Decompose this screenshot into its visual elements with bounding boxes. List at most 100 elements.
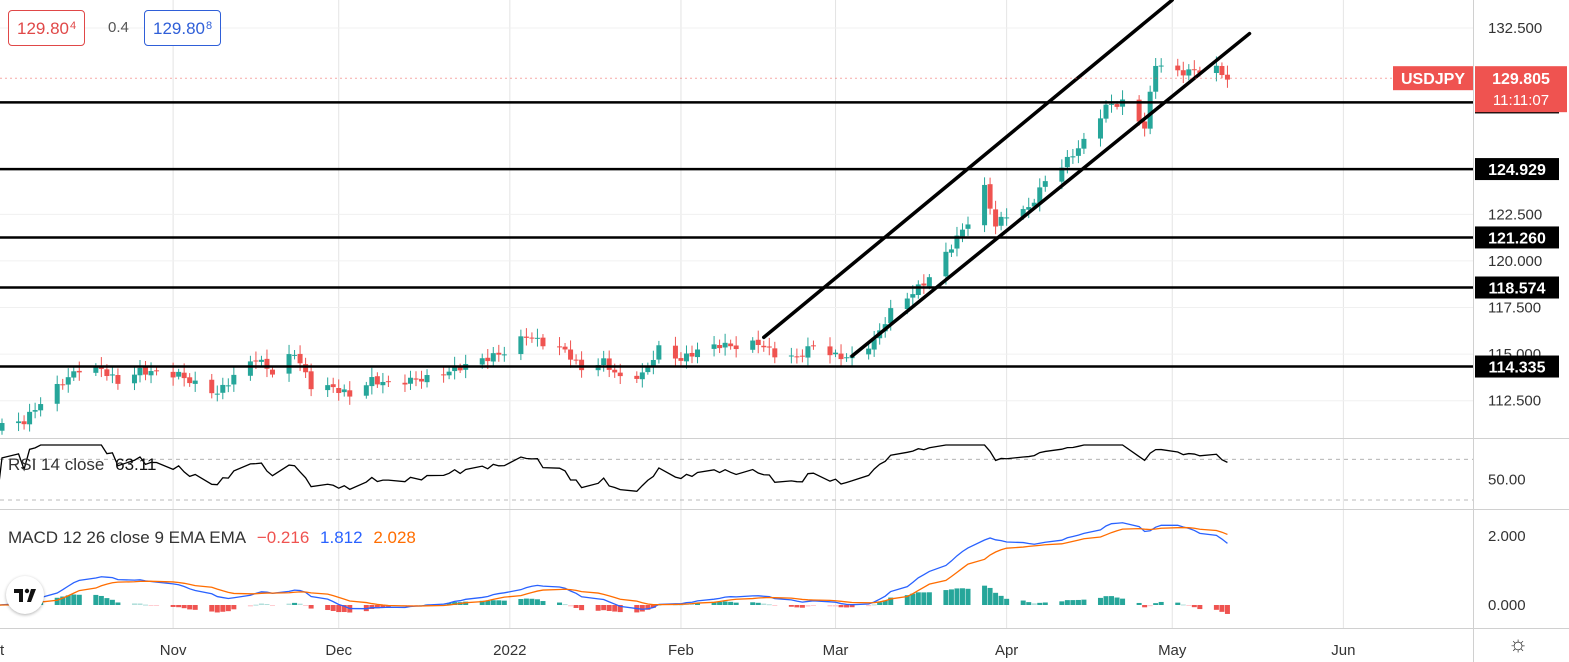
macd-histogram-bar: [987, 587, 993, 605]
candle-up: [1064, 156, 1070, 168]
macd-histogram-bar: [137, 603, 143, 605]
macd-histogram-bar: [695, 602, 701, 605]
candle-down: [154, 370, 160, 372]
bid-price-box[interactable]: 129.804: [8, 10, 86, 46]
candle-up: [805, 346, 811, 358]
macd-histogram-bar: [1031, 603, 1037, 605]
macd-histogram-bar: [336, 605, 342, 613]
macd-histogram-bar: [330, 605, 336, 611]
macd-histogram-bar: [1219, 605, 1225, 612]
macd-histogram-bar: [54, 597, 60, 605]
candle-down: [827, 346, 833, 356]
tradingview-logo-icon[interactable]: [6, 576, 44, 614]
macd-histogram-bar: [877, 602, 883, 605]
macd-histogram-bar: [529, 598, 535, 605]
candle-up: [363, 385, 369, 396]
macd-histogram-bar: [1224, 605, 1230, 614]
macd-histogram-bar: [810, 605, 816, 606]
x-tick-label: Feb: [668, 642, 694, 659]
macd-histogram-bar: [297, 603, 303, 605]
macd-histogram-bar: [209, 605, 215, 612]
candle-down: [766, 346, 772, 348]
candle-up: [231, 374, 237, 385]
macd-histogram-bar: [982, 585, 988, 605]
candle-up: [176, 371, 182, 377]
macd-histogram-bar: [176, 605, 182, 608]
candle-up: [65, 377, 71, 385]
candle-down: [799, 355, 805, 357]
macd-histogram-bar: [1026, 602, 1032, 605]
candle-up: [1037, 187, 1043, 204]
y-tick-label: 132.500: [1488, 20, 1542, 37]
last-price-label: 129.805: [1492, 71, 1550, 88]
x-tick-label: Jun: [1331, 642, 1355, 659]
macd-histogram-bar: [1059, 601, 1065, 605]
candle-up: [518, 336, 524, 355]
macd-histogram-bar: [954, 588, 960, 605]
candle-up: [341, 389, 347, 393]
macd-tick-label: 0.000: [1488, 597, 1526, 614]
macd-histogram-bar: [65, 595, 71, 605]
macd-histogram-bar: [838, 605, 844, 608]
macd-histogram-bar: [805, 605, 811, 607]
macd-histogram-bar: [341, 605, 347, 613]
candle-down: [579, 359, 585, 371]
candle-up: [998, 216, 1004, 226]
candle-up: [369, 377, 375, 387]
macd-histogram-bar: [109, 599, 115, 605]
candle-up: [904, 298, 910, 310]
macd-line-value: 1.812: [320, 528, 363, 547]
macd-histogram-bar: [446, 603, 452, 605]
candle-up: [943, 251, 949, 277]
macd-histogram-bar: [788, 605, 794, 607]
gear-icon[interactable]: ☼: [1508, 631, 1529, 656]
macd-histogram-bar: [943, 590, 949, 605]
candle-up: [247, 361, 253, 376]
x-tick-label: Apr: [995, 642, 1018, 659]
candle-down: [441, 374, 447, 376]
macd-histogram-bar: [617, 605, 623, 613]
candle-down: [76, 370, 82, 373]
macd-histogram-bar: [1197, 605, 1203, 610]
macd-histogram-bar: [650, 605, 656, 608]
macd-histogram-bar: [1109, 596, 1115, 605]
macd-histogram-bar: [1153, 603, 1159, 605]
macd-histogram-bar: [1114, 597, 1120, 605]
candle-down: [717, 345, 723, 349]
candle-up: [926, 277, 932, 287]
candle-down: [1142, 121, 1148, 129]
candle-up: [192, 380, 198, 384]
candle-up: [982, 184, 988, 226]
candle-down: [413, 378, 419, 380]
macd-title: MACD 12 26 close 9 EMA EMA: [8, 528, 247, 547]
candle-up: [788, 355, 794, 357]
candle-up: [380, 381, 386, 386]
candle-down: [987, 184, 993, 209]
candle-up: [1042, 181, 1048, 187]
candle-up: [650, 359, 656, 366]
candle-up: [446, 371, 452, 376]
candle-up: [131, 374, 137, 384]
macd-histogram-bar: [827, 605, 833, 607]
rsi-tick-label: 50.00: [1488, 472, 1526, 489]
macd-histogram-bar: [225, 605, 231, 612]
x-tick-label-partial: t: [0, 642, 5, 659]
macd-histogram-bar: [540, 601, 546, 605]
candle-up: [214, 393, 220, 395]
macd-histogram-bar: [1103, 596, 1109, 605]
horizontal-level-label: 114.335: [1489, 360, 1546, 377]
candle-up: [959, 229, 965, 237]
candle-up: [286, 354, 292, 374]
candle-up: [1031, 202, 1037, 207]
candle-down: [921, 283, 927, 286]
rsi-legend: RSI 14 close 63.11: [8, 455, 162, 475]
candle-down: [1114, 104, 1120, 107]
candle-up: [292, 354, 298, 356]
candle-up: [1186, 69, 1192, 76]
symbol-tag: [1393, 66, 1473, 91]
ask-price-box[interactable]: 129.808: [144, 10, 222, 46]
macd-histogram-bar: [452, 602, 458, 605]
macd-histogram-bar: [485, 600, 491, 605]
macd-histogram-value: −0.216: [256, 528, 310, 547]
